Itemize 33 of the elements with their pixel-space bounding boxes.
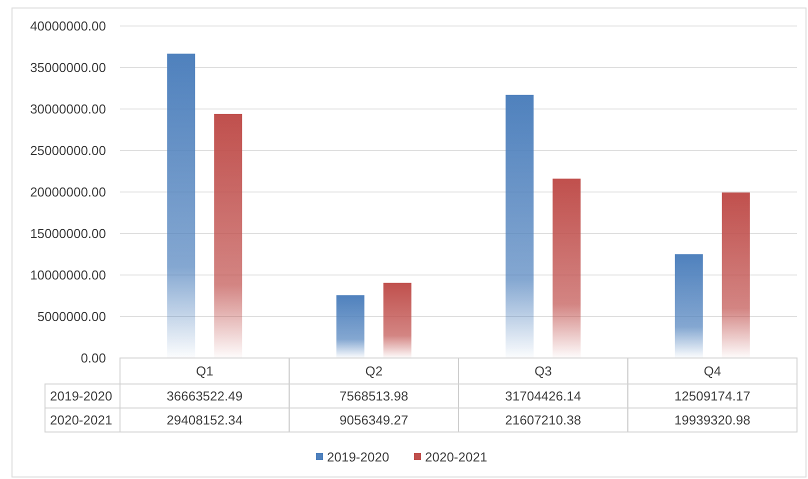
data-label: 12509174.17: [674, 388, 750, 404]
data-label: 36663522.49: [166, 388, 243, 404]
legend-label: 2020-2021: [425, 450, 488, 465]
x-tick-label: Q3: [534, 364, 552, 379]
y-tick-label: 20000000.00: [30, 184, 106, 200]
text: 2020-2021: [50, 412, 112, 428]
y-tick-label: 15000000.00: [30, 226, 106, 242]
y-tick-label: 5000000.00: [37, 309, 106, 324]
data-label: 31704426.14: [505, 388, 582, 404]
bar: [214, 114, 242, 358]
data-label: 9056349.27: [340, 412, 408, 428]
bar: [167, 54, 196, 358]
bar: [336, 295, 364, 358]
bar: [552, 178, 581, 358]
y-tick-label: 40000000.00: [30, 18, 106, 34]
y-tick-label: 10000000.00: [30, 268, 106, 283]
data-label: 21607210.38: [505, 412, 582, 428]
y-tick-label: 0.00: [80, 350, 106, 366]
legend-label: 2019-2020: [327, 450, 390, 465]
y-tick-label: 35000000.00: [30, 60, 106, 76]
data-label: 7568513.98: [340, 388, 408, 404]
data-label: 19939320.98: [674, 412, 750, 428]
y-tick-label: 25000000.00: [30, 143, 106, 158]
bar: [674, 254, 703, 358]
bar: [722, 192, 750, 358]
x-tick-label: Q4: [704, 364, 722, 379]
y-tick-label: 30000000.00: [30, 102, 106, 117]
x-tick-label: Q2: [365, 364, 383, 379]
text: 2019-2020: [50, 388, 112, 404]
bar: [506, 94, 534, 358]
data-label: 29408152.34: [166, 412, 243, 428]
x-tick-label: Q1: [196, 364, 214, 379]
bar: [383, 282, 412, 358]
